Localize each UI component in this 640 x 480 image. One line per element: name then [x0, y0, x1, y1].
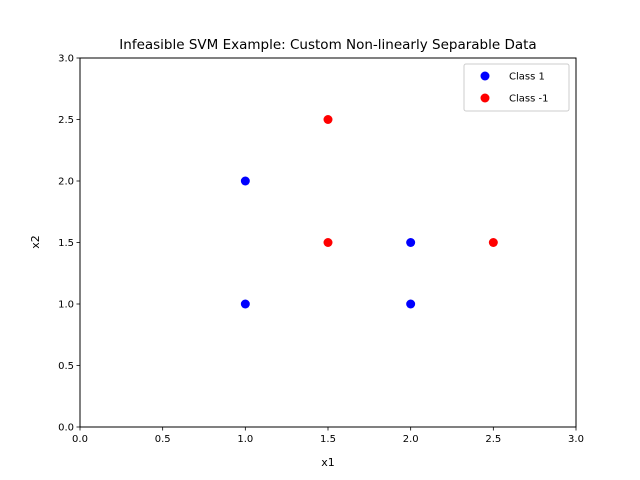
y-axis: 0.0 0.5 1.0 1.5 2.0 2.5 3.0 [58, 54, 80, 434]
x-tick-label: 0.0 [72, 434, 88, 445]
data-point-series-2 [323, 115, 333, 124]
legend-label: Class -1 [509, 94, 548, 105]
y-tick-label: 2.5 [58, 115, 74, 126]
x-tick-label: 2.0 [403, 434, 419, 445]
data-point-series-2 [488, 238, 498, 247]
x-axis-label: x1 [321, 456, 335, 469]
x-tick-label: 2.5 [485, 434, 501, 445]
legend-marker [480, 93, 490, 103]
x-tick-label: 3.0 [568, 434, 584, 445]
data-point-series-1 [406, 238, 416, 247]
y-tick-label: 2.0 [58, 177, 74, 188]
y-tick-label: 1.5 [58, 238, 74, 249]
legend-marker [480, 71, 490, 81]
x-tick-label: 1.0 [237, 434, 253, 445]
chart-title: Infeasible SVM Example: Custom Non-linea… [119, 37, 536, 53]
legend-label: Class 1 [509, 72, 545, 83]
data-point-series-1 [240, 176, 250, 186]
y-tick-label: 3.0 [58, 54, 74, 65]
legend-box [463, 63, 570, 112]
data-point-series-1 [406, 299, 416, 309]
data-point-series-2 [323, 238, 333, 247]
y-tick-label: 0.5 [58, 361, 74, 372]
data-point-series-1 [240, 299, 250, 309]
y-tick-label: 1.0 [58, 300, 74, 311]
y-tick-label: 0.0 [58, 423, 74, 434]
x-tick-label: 1.5 [320, 434, 336, 445]
legend: Class 1 Class -1 [463, 63, 570, 112]
x-tick-label: 0.5 [155, 434, 171, 445]
y-axis-label: x2 [29, 235, 42, 249]
data-points [240, 115, 498, 309]
x-axis: 0.0 0.5 1.0 1.5 2.0 2.5 3.0 [72, 427, 584, 445]
